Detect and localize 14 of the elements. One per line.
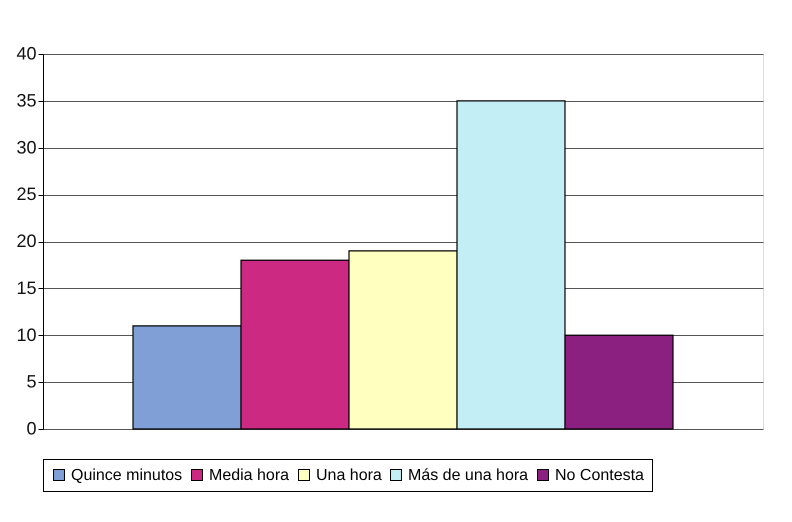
- legend-label: No Contesta: [555, 467, 644, 484]
- y-tick-label: 15: [16, 278, 36, 298]
- y-tick-label: 5: [26, 372, 36, 392]
- legend-label: Más de una hora: [408, 467, 528, 484]
- y-tick-label: 10: [16, 324, 36, 345]
- y-tick-label: 20: [16, 231, 36, 251]
- y-tick-label: 40: [16, 44, 36, 64]
- legend-label: Una hora: [316, 467, 382, 484]
- y-tick-label: 30: [16, 137, 36, 158]
- legend-label: Quince minutos: [71, 467, 182, 484]
- legend-label: Media hora: [209, 467, 290, 484]
- y-tick-label: 35: [16, 90, 36, 110]
- y-tick-label: 25: [16, 184, 36, 204]
- y-tick-label: 0: [26, 418, 36, 438]
